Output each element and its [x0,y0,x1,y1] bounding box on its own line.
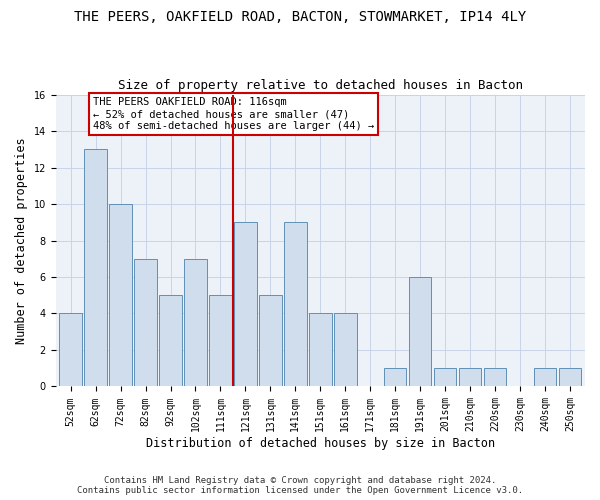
Text: Contains HM Land Registry data © Crown copyright and database right 2024.
Contai: Contains HM Land Registry data © Crown c… [77,476,523,495]
Bar [284,222,307,386]
Bar [434,368,457,386]
X-axis label: Distribution of detached houses by size in Bacton: Distribution of detached houses by size … [146,437,495,450]
Bar [234,222,257,386]
Y-axis label: Number of detached properties: Number of detached properties [15,137,28,344]
Bar [209,295,232,386]
Text: THE PEERS OAKFIELD ROAD: 116sqm
← 52% of detached houses are smaller (47)
48% of: THE PEERS OAKFIELD ROAD: 116sqm ← 52% of… [93,98,374,130]
Bar [534,368,556,386]
Text: THE PEERS, OAKFIELD ROAD, BACTON, STOWMARKET, IP14 4LY: THE PEERS, OAKFIELD ROAD, BACTON, STOWMA… [74,10,526,24]
Bar [459,368,481,386]
Bar [309,314,332,386]
Bar [334,314,356,386]
Bar [184,259,207,386]
Bar [109,204,132,386]
Bar [85,150,107,386]
Bar [134,259,157,386]
Bar [259,295,281,386]
Bar [559,368,581,386]
Bar [484,368,506,386]
Bar [59,314,82,386]
Bar [384,368,406,386]
Bar [159,295,182,386]
Title: Size of property relative to detached houses in Bacton: Size of property relative to detached ho… [118,79,523,92]
Bar [409,277,431,386]
